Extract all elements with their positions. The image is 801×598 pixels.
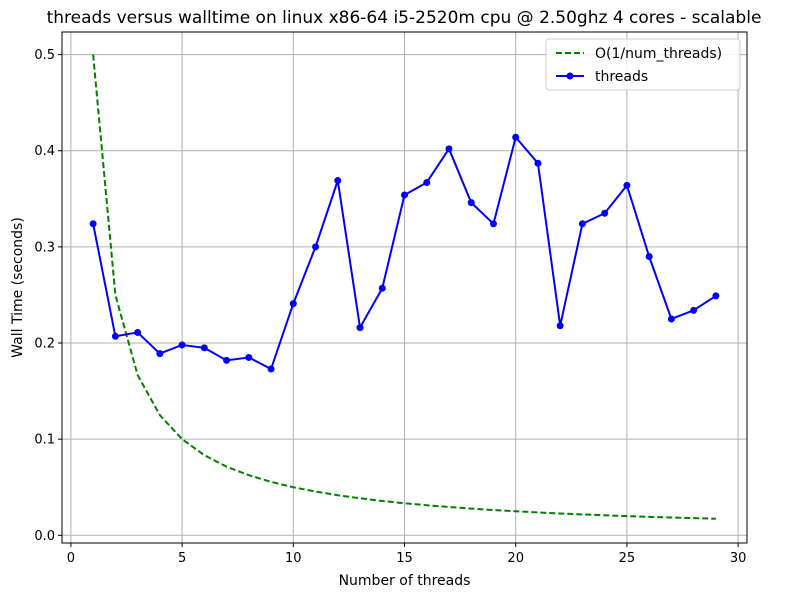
legend: O(1/num_threads) threads <box>545 38 741 91</box>
data-point-threads <box>156 350 164 358</box>
x-tick-label: 0 <box>67 551 75 566</box>
data-point-threads <box>623 181 631 189</box>
data-point-threads <box>601 209 609 217</box>
data-point-threads <box>200 344 208 352</box>
x-tick-label: 5 <box>178 551 186 566</box>
data-point-threads <box>223 356 231 364</box>
data-point-threads <box>378 284 386 292</box>
data-point-threads <box>467 199 475 207</box>
data-point-threads <box>578 220 586 228</box>
series-layer <box>89 54 720 520</box>
x-tick-label: 15 <box>396 551 413 566</box>
x-tick-label: 10 <box>285 551 302 566</box>
data-point-threads <box>512 133 520 141</box>
data-point-threads <box>89 220 97 228</box>
data-point-threads <box>556 322 564 330</box>
x-tick-label: 25 <box>619 551 636 566</box>
data-point-threads <box>423 178 431 186</box>
data-point-threads <box>645 252 653 260</box>
data-point-threads <box>690 306 698 314</box>
y-tick-label: 0.2 <box>34 337 55 352</box>
data-point-threads <box>712 292 720 300</box>
ticks: 0 5 10 15 20 25 30 0.0 0.1 0.2 0.3 0.4 0.5 <box>34 48 746 566</box>
data-point-threads <box>312 243 320 251</box>
data-point-threads <box>178 341 186 349</box>
y-tick-label: 0.5 <box>34 48 55 63</box>
y-tick-label: 0.4 <box>34 144 55 159</box>
chart-title: threads versus walltime on linux x86-64 … <box>47 8 762 28</box>
y-tick-label: 0.0 <box>34 529 55 544</box>
data-point-threads <box>667 315 675 323</box>
data-point-threads <box>401 191 408 199</box>
x-tick-label: 20 <box>507 551 524 566</box>
y-tick-label: 0.3 <box>34 240 55 255</box>
y-axis-label: Wall Time (seconds) <box>10 217 26 358</box>
data-point-threads <box>445 145 453 153</box>
x-tick-label: 30 <box>730 551 747 566</box>
data-point-threads <box>267 365 275 373</box>
data-point-threads <box>134 328 142 336</box>
data-point-threads <box>289 300 297 308</box>
x-axis-label: Number of threads <box>339 573 471 589</box>
y-tick-label: 0.1 <box>34 433 55 448</box>
legend-label-threads: threads <box>595 69 648 85</box>
data-point-threads <box>245 353 253 361</box>
legend-label-o-1-num-threads: O(1/num_threads) <box>595 46 722 62</box>
data-point-threads <box>334 177 342 185</box>
grid <box>62 32 747 543</box>
data-point-threads <box>111 332 119 340</box>
data-point-threads <box>534 159 542 167</box>
legend-marker-threads <box>566 72 574 80</box>
data-point-threads <box>489 220 497 228</box>
legend-box <box>545 38 741 91</box>
data-point-threads <box>356 324 364 332</box>
